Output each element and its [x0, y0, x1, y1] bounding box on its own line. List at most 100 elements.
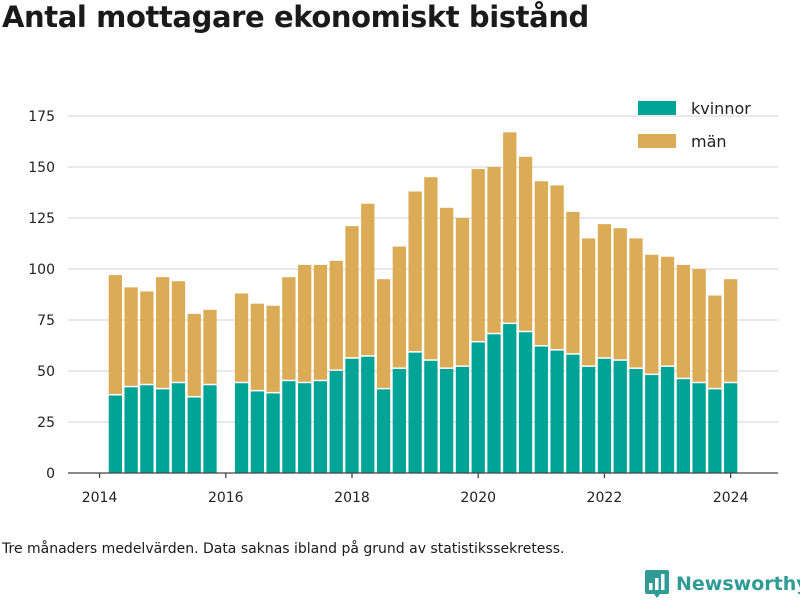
legend-swatch-kvinnor: [638, 101, 676, 115]
x-tick-label: 2024: [713, 490, 749, 506]
bar-chart-logo-icon: [645, 570, 669, 598]
footnote: Tre månaders medelvärden. Data saknas ib…: [2, 541, 565, 557]
bar-kvinnor: [582, 366, 596, 473]
bar-kvinnor: [266, 393, 280, 473]
y-tick-label: 25: [37, 415, 55, 431]
bar-män: [534, 181, 548, 346]
bar-kvinnor: [518, 332, 533, 473]
bar-kvinnor: [503, 324, 517, 473]
x-tick-label: 2020: [460, 490, 496, 506]
bar-män: [108, 275, 122, 394]
bar-män: [329, 260, 343, 370]
bar-män: [171, 281, 186, 382]
bar-kvinnor: [313, 381, 328, 473]
bar-kvinnor: [613, 360, 627, 473]
bar-män: [124, 287, 138, 386]
bar-kvinnor: [708, 389, 722, 473]
bar-män: [376, 279, 391, 388]
bar-kvinnor: [329, 371, 343, 473]
bar-kvinnor: [550, 350, 564, 473]
bar-män: [298, 264, 312, 382]
bar-kvinnor: [597, 358, 612, 473]
bar-kvinnor: [487, 334, 501, 473]
bar-kvinnor: [629, 368, 643, 473]
x-tick-label: 2016: [208, 490, 244, 506]
y-tick-label: 175: [28, 109, 55, 125]
bar-kvinnor: [250, 391, 264, 473]
bar-kvinnor: [408, 352, 422, 473]
bar-män: [345, 226, 359, 358]
bar-män: [503, 132, 517, 323]
brand-logo: Newsworthy: [644, 567, 800, 601]
bar-kvinnor: [455, 366, 470, 473]
bar-kvinnor: [440, 368, 454, 473]
bar-kvinnor: [156, 389, 170, 473]
bar-kvinnor: [724, 383, 738, 473]
bar-kvinnor: [392, 368, 406, 473]
bar-män: [708, 295, 722, 388]
bar-kvinnor: [108, 395, 122, 473]
bar-män: [408, 191, 422, 352]
y-tick-label: 100: [28, 262, 55, 278]
bar-kvinnor: [171, 383, 186, 473]
bar-kvinnor: [692, 383, 706, 473]
bar-kvinnor: [203, 385, 217, 473]
bar-kvinnor: [361, 356, 375, 473]
bar-män: [613, 228, 627, 360]
bar-kvinnor: [471, 342, 485, 473]
bar-män: [629, 238, 643, 368]
bar-män: [597, 224, 612, 358]
bar-män: [518, 156, 533, 331]
legend-label-män: män: [691, 132, 727, 151]
bar-män: [566, 211, 580, 354]
bar-kvinnor: [124, 387, 138, 473]
bar-män: [266, 305, 280, 392]
bar-kvinnor: [140, 385, 154, 473]
bar-män: [313, 264, 328, 380]
chart-title: Antal mottagare ekonomiskt bistånd: [2, 0, 589, 34]
bar-män: [660, 256, 675, 366]
legend-label-kvinnor: kvinnor: [691, 99, 751, 118]
bar-kvinnor: [645, 375, 659, 473]
gridlines: [68, 115, 778, 423]
bar-män: [440, 207, 454, 368]
bar-män: [187, 313, 201, 397]
bar-män: [692, 269, 706, 382]
bar-män: [582, 238, 596, 366]
bar-kvinnor: [424, 360, 438, 473]
y-tick-label: 50: [37, 364, 55, 380]
bar-kvinnor: [345, 358, 359, 473]
y-tick-label: 125: [28, 211, 55, 227]
bar-kvinnor: [234, 383, 249, 473]
bar-män: [455, 218, 470, 366]
bar-män: [550, 185, 564, 350]
bar-män: [645, 254, 659, 374]
bar-kvinnor: [534, 346, 548, 473]
bar-kvinnor: [187, 397, 201, 473]
y-tick-label: 0: [46, 466, 55, 482]
bar-kvinnor: [660, 366, 675, 473]
bar-män: [424, 177, 438, 360]
bar-män: [156, 277, 170, 388]
bar-män: [203, 309, 217, 384]
bar-kvinnor: [282, 381, 296, 473]
x-tick-label: 2022: [587, 490, 623, 506]
bars: [108, 132, 738, 473]
bar-män: [282, 277, 296, 380]
x-tick-label: 2014: [82, 490, 118, 506]
bar-män: [471, 169, 485, 341]
legend: kvinnor män: [638, 99, 751, 151]
y-tick-label: 75: [37, 313, 55, 329]
bar-män: [676, 264, 690, 378]
brand-name: Newsworthy: [676, 573, 800, 595]
bar-män: [392, 246, 406, 368]
bar-män: [724, 279, 738, 382]
x-tick-label: 2018: [334, 490, 370, 506]
bar-kvinnor: [676, 379, 690, 473]
bar-kvinnor: [566, 354, 580, 473]
bar-män: [140, 291, 154, 384]
bar-kvinnor: [298, 383, 312, 473]
y-tick-label: 150: [28, 160, 55, 176]
bar-män: [487, 167, 501, 333]
